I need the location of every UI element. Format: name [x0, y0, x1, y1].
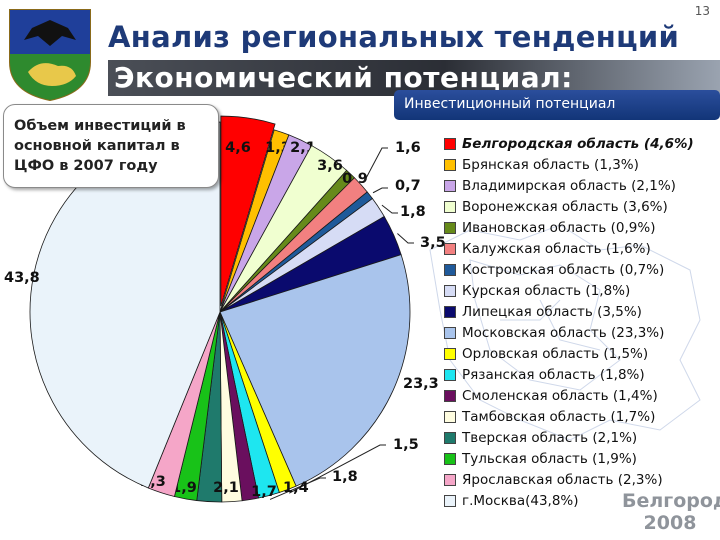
pie-data-label: 23,3 — [403, 376, 439, 392]
legend-label: Владимирская область (2,1%) — [462, 177, 676, 194]
legend-swatch — [444, 137, 456, 150]
callout-text: Объем инвестиций в основной капитал в ЦФ… — [14, 118, 186, 174]
legend-item: Калужская область (1,6%) — [444, 238, 720, 259]
legend-swatch — [444, 494, 456, 507]
legend-item: г.Москва(43,8%) — [444, 490, 720, 511]
legend-label: Ивановская область (0,9%) — [462, 219, 656, 236]
pie-data-label: 3,5 — [420, 235, 446, 251]
legend-label: Костромская область (0,7%) — [462, 261, 665, 278]
legend-item: Смоленская область (1,4%) — [444, 385, 720, 406]
legend-label: Калужская область (1,6%) — [462, 240, 651, 257]
pie-data-label: 4,6 — [225, 140, 251, 156]
legend-label: Московская область (23,3%) — [462, 324, 665, 341]
label-leader-line — [372, 187, 388, 194]
legend-label: Курская область (1,8%) — [462, 282, 631, 299]
legend-swatch — [444, 284, 456, 297]
legend-label: Липецкая область (3,5%) — [462, 303, 642, 320]
pie-data-label: 1,8 — [400, 204, 426, 220]
legend-swatch — [444, 263, 456, 276]
legend-item: Рязанская область (1,8%) — [444, 364, 720, 385]
legend-item: Тульская область (1,9%) — [444, 448, 720, 469]
chart-title-box: Инвестиционный потенциал — [394, 90, 720, 120]
legend-label: г.Москва(43,8%) — [462, 492, 579, 509]
legend-item: Ивановская область (0,9%) — [444, 217, 720, 238]
legend-item: Ярославская область (2,3%) — [444, 469, 720, 490]
pie-data-label: 0,7 — [395, 178, 421, 194]
legend-item: Курская область (1,8%) — [444, 280, 720, 301]
legend-label: Орловская область (1,5%) — [462, 345, 649, 362]
legend-label: Тверская область (2,1%) — [462, 429, 638, 446]
label-leader-line — [269, 477, 326, 500]
legend-swatch — [444, 431, 456, 444]
slide-number: 13 — [694, 4, 710, 18]
legend-label: Брянская область (1,3%) — [462, 156, 639, 173]
pie-slice — [220, 115, 276, 307]
legend-swatch — [444, 473, 456, 486]
brand-city: Белгород — [622, 490, 720, 512]
legend-label: Смоленская область (1,4%) — [462, 387, 658, 404]
legend-swatch — [444, 305, 456, 318]
legend-swatch — [444, 326, 456, 339]
legend-swatch — [444, 368, 456, 381]
legend-item: Орловская область (1,5%) — [444, 343, 720, 364]
pie-data-label: 1,8 — [332, 469, 358, 485]
legend-swatch — [444, 221, 456, 234]
legend-swatch — [444, 158, 456, 171]
legend-item: Тамбовская область (1,7%) — [444, 406, 720, 427]
pie-data-label: 1,5 — [393, 437, 419, 453]
brand-year: 2008 — [643, 512, 697, 534]
legend-item: Московская область (23,3%) — [444, 322, 720, 343]
legend-swatch — [444, 200, 456, 213]
legend-swatch — [444, 242, 456, 255]
legend-item: Воронежская область (3,6%) — [444, 196, 720, 217]
label-leader-line — [288, 444, 386, 494]
chart-title: Инвестиционный потенциал — [404, 96, 616, 112]
pie-slice — [219, 254, 411, 487]
pie-data-label: 3,6 — [317, 158, 343, 174]
legend-item: Владимирская область (2,1%) — [444, 175, 720, 196]
pie-data-label: 1,7 — [251, 484, 277, 500]
pie-data-label: 1,4 — [283, 480, 309, 496]
legend-item: Белгородская область (4,6%) — [444, 133, 720, 154]
belgorod-coat-of-arms-icon — [9, 9, 91, 102]
legend-swatch — [444, 389, 456, 402]
legend-label: Тульская область (1,9%) — [462, 450, 637, 467]
label-leader-line — [381, 204, 398, 214]
chart-legend: Белгородская область (4,6%) Брянская обла… — [444, 133, 720, 511]
legend-swatch — [444, 347, 456, 360]
label-leader-line — [363, 147, 388, 183]
legend-label: Рязанская область (1,8%) — [462, 366, 645, 383]
legend-label: Ярославская область (2,3%) — [462, 471, 663, 488]
legend-label: Воронежская область (3,6%) — [462, 198, 668, 215]
legend-item: Костромская область (0,7%) — [444, 259, 720, 280]
page-title: Анализ региональных тенденций — [108, 20, 680, 54]
legend-item: Тверская область (2,1%) — [444, 427, 720, 448]
legend-swatch — [444, 452, 456, 465]
brand-caption: Белгород 2008 — [622, 490, 720, 534]
label-leader-line — [397, 233, 414, 244]
legend-label: Тамбовская область (1,7%) — [462, 408, 656, 425]
legend-item: Брянская область (1,3%) — [444, 154, 720, 175]
pie-data-label: 2,1 — [213, 480, 239, 496]
legend-swatch — [444, 410, 456, 423]
legend-item: Липецкая область (3,5%) — [444, 301, 720, 322]
legend-label: Белгородская область (4,6%) — [462, 135, 694, 152]
pie-data-label: 1,6 — [395, 140, 421, 156]
legend-swatch — [444, 179, 456, 192]
pie-data-label: 43,8 — [4, 270, 40, 286]
section-banner-text: Экономический потенциал: — [114, 61, 573, 94]
callout-box: Объем инвестиций в основной капитал в ЦФ… — [3, 104, 219, 188]
